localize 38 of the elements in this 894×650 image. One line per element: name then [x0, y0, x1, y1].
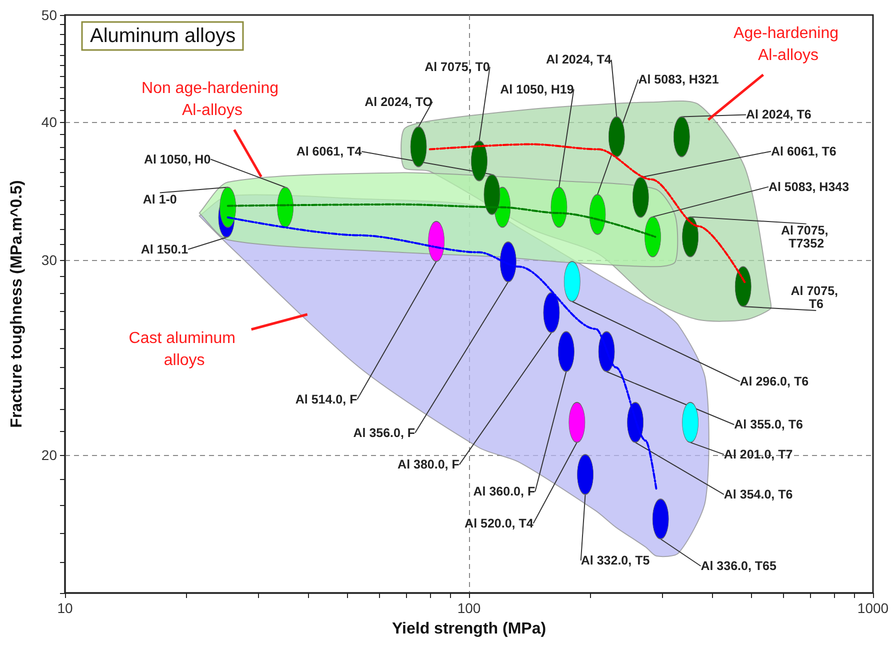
data-label: Al 356.0, F — [353, 426, 416, 440]
data-label: Al 380.0, F — [398, 458, 460, 472]
data-label: Al 6061, T6 — [770, 144, 836, 158]
data-label: Al 150.1 — [140, 242, 188, 256]
x-axis-title: Yield strength (MPa) — [392, 620, 546, 638]
data-label: Al 7075, T0 — [424, 60, 490, 74]
data-label: Al 1050, H0 — [144, 152, 211, 166]
annotation: Cast aluminum alloys — [128, 330, 240, 369]
data-label: Al 296.0, T6 — [740, 374, 809, 389]
text: Aluminum alloys — [90, 25, 236, 47]
y-tick-label: 20 — [41, 446, 58, 463]
data-label: Al 520.0, T4 — [464, 516, 534, 530]
data-label: Al 360.0, F — [473, 484, 536, 499]
y-axis-title: Fracture toughness (MPa.m^0.5) — [8, 180, 26, 428]
x-tick-label: 1000 — [857, 600, 889, 616]
data-label: Al 1050, H19 — [500, 82, 574, 96]
data-label: Al 7075, T6 — [790, 284, 842, 312]
data-label: Al 2024, T4 — [546, 52, 612, 67]
annotation: Non age-hardening Al-alloys — [142, 80, 283, 120]
data-label: Al 336.0, T65 — [700, 558, 776, 573]
x-tick-label: 100 — [457, 600, 481, 616]
data-label: Al 355.0, T6 — [734, 418, 803, 432]
data-label: Al 514.0, F — [295, 392, 358, 406]
annotation: Age-hardening Al-alloys — [734, 25, 843, 64]
data-label: Al 2024, TO — [364, 94, 433, 109]
y-tick-label: 30 — [41, 252, 58, 268]
data-label: Al 1-0 — [142, 192, 177, 206]
y-tick-label: 40 — [41, 114, 58, 130]
y-tick-label: 50 — [41, 7, 58, 23]
x-tick-label: 10 — [57, 600, 73, 616]
data-label: Al 6061, T4 — [296, 144, 362, 159]
data-label: Al 7075, T7352 — [780, 223, 832, 250]
data-label: Al 332.0, T5 — [580, 553, 650, 568]
data-label: Al 2024, T6 — [746, 108, 812, 122]
data-label: Al 354.0, T6 — [724, 487, 793, 502]
data-label: Al 201.0, T7 — [724, 447, 793, 462]
data-label: Al 5083, H343 — [768, 180, 850, 194]
data-label: Al 5083, H321 — [638, 72, 719, 86]
